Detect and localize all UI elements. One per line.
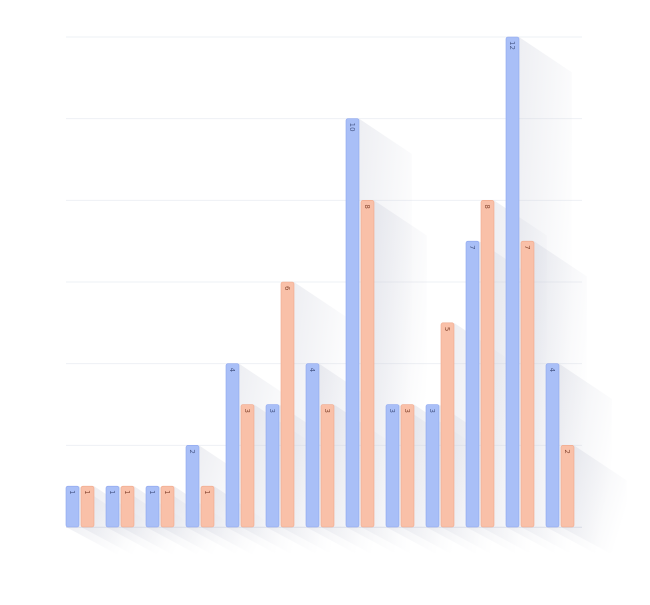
- data-label: 3: [428, 409, 436, 413]
- bar-shadow: [561, 445, 627, 563]
- data-label: 7: [523, 245, 531, 249]
- bar: [160, 485, 175, 528]
- bar: [185, 445, 200, 528]
- data-label: 1: [203, 490, 211, 494]
- data-label: 8: [483, 204, 491, 208]
- data-label: 3: [243, 409, 251, 413]
- data-label: 4: [308, 368, 316, 373]
- bar: [305, 363, 320, 528]
- data-label: 2: [188, 449, 196, 453]
- data-label: 2: [563, 449, 571, 453]
- data-label: 3: [268, 409, 276, 413]
- bar: [385, 404, 400, 528]
- data-label: 8: [363, 204, 371, 208]
- bar: [400, 404, 415, 528]
- data-label: 12: [508, 41, 516, 50]
- bar: [320, 404, 335, 528]
- bars: [65, 36, 575, 528]
- bar: [440, 322, 455, 528]
- data-label: 4: [228, 368, 236, 373]
- data-label: 4: [548, 368, 556, 373]
- bar: [425, 404, 440, 528]
- bar: [480, 200, 495, 528]
- bar: [65, 485, 80, 528]
- data-label: 6: [283, 286, 291, 291]
- bar: [345, 118, 360, 528]
- bar: [545, 363, 560, 528]
- data-label: 1: [68, 490, 76, 494]
- data-label: 3: [388, 409, 396, 413]
- data-label: 5: [443, 327, 451, 331]
- bar: [280, 281, 295, 528]
- data-label: 1: [148, 490, 156, 494]
- bar: [120, 485, 135, 528]
- data-label: 3: [403, 409, 411, 413]
- bar: [145, 485, 160, 528]
- bar: [80, 485, 95, 528]
- bar: [225, 363, 240, 528]
- data-label: 1: [123, 490, 131, 494]
- bar: [200, 485, 215, 528]
- data-label: 1: [163, 490, 171, 494]
- bar: [105, 485, 120, 528]
- bar: [360, 200, 375, 528]
- data-label: 1: [108, 490, 116, 494]
- bar: [520, 240, 535, 528]
- data-label: 10: [348, 123, 356, 132]
- bar: [465, 240, 480, 528]
- bar: [240, 404, 255, 528]
- data-label: 3: [323, 409, 331, 413]
- data-label: 7: [468, 245, 476, 249]
- bar: [560, 445, 575, 528]
- bar: [265, 404, 280, 528]
- data-label: 1: [83, 490, 91, 494]
- bar: [505, 36, 520, 528]
